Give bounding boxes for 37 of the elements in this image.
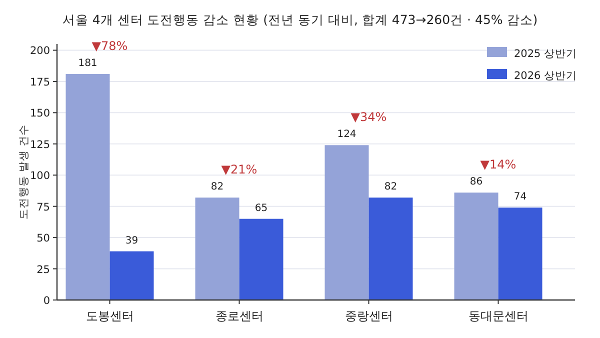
- bar: [110, 251, 154, 300]
- xtick: 중랑센터: [344, 309, 393, 323]
- annotation: ▼78%: [92, 38, 128, 53]
- ytick: 200: [30, 45, 50, 58]
- ytick: 125: [30, 138, 50, 151]
- title: 서울 4개 센터 도전행동 감소 현황 (전년 동기 대비, 합계 473→260건 · 45% 감소): [62, 12, 538, 27]
- legend-label: 2026 상반기: [514, 70, 578, 82]
- ytick: 25: [36, 264, 50, 276]
- bar: [324, 145, 369, 300]
- ytick: 0: [43, 295, 50, 307]
- bar: [368, 198, 413, 300]
- xtick: 도봉센터: [86, 309, 134, 323]
- data-label: 86: [470, 176, 483, 188]
- data-label: 82: [210, 182, 224, 193]
- ytick: 150: [30, 108, 50, 120]
- bar: [498, 208, 542, 300]
- xtick: 동대문센터: [468, 309, 528, 323]
- bar: [239, 218, 284, 300]
- annotation: ▼34%: [350, 110, 387, 124]
- xtick: 종로센터: [215, 309, 264, 323]
- data-label: 181: [78, 58, 98, 69]
- data-label: 65: [254, 202, 268, 214]
- legend-label: 2025 상반기: [514, 48, 578, 60]
- data-label: 82: [384, 182, 398, 193]
- ytick: 175: [30, 76, 50, 88]
- ytick: 75: [36, 201, 50, 214]
- annotation: ▼14%: [480, 158, 516, 172]
- data-label: 74: [514, 192, 527, 203]
- bar: [195, 198, 240, 300]
- bar: [66, 74, 110, 300]
- data-label: 39: [125, 235, 138, 246]
- bar: [454, 192, 498, 300]
- data-label: 124: [337, 129, 356, 140]
- annotation: ▼21%: [221, 162, 258, 177]
- ylabel: 도전행동 발생 건수: [18, 124, 30, 220]
- ytick: 50: [36, 232, 50, 245]
- ytick: 100: [30, 170, 50, 182]
